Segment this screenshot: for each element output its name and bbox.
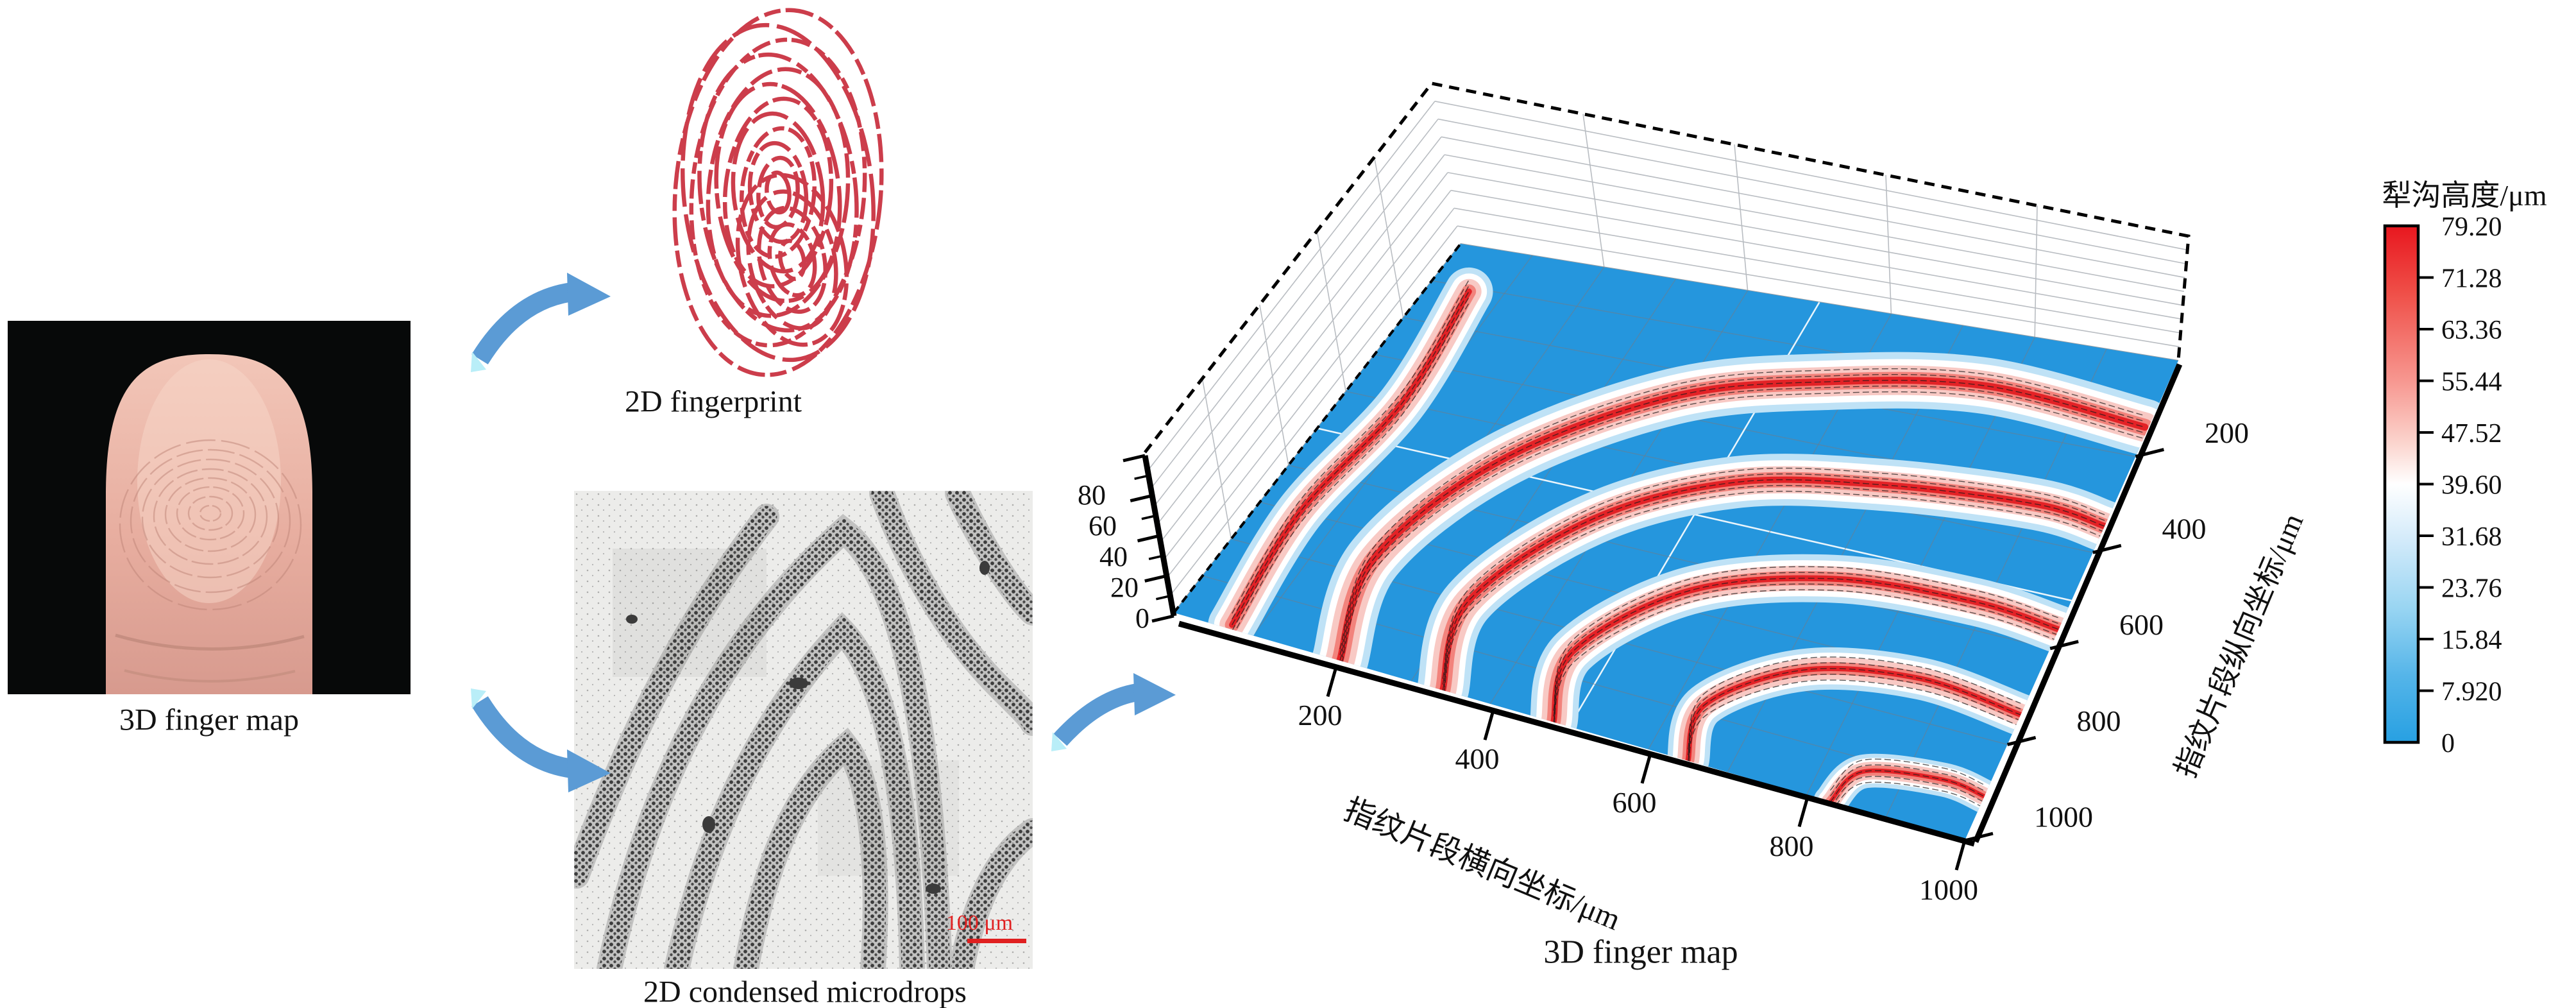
colorbar-tick-label: 79.20 (2441, 212, 2502, 242)
colorbar-tick-label: 63.36 (2441, 316, 2502, 345)
colorbar-tick-label: 15.84 (2441, 626, 2502, 655)
x-tick-label: 400 (1455, 742, 1500, 775)
axis-ticks (1123, 448, 2165, 871)
colorbar-tick-label: 39.60 (2441, 471, 2502, 500)
microdrops-scale-bar-label: 100 μm (945, 911, 1013, 935)
colorbar (2383, 224, 2420, 744)
x-tick-label: 200 (1298, 699, 1343, 731)
z-tick-label: 0 (1135, 602, 1149, 634)
x-tick-label: 800 (1770, 830, 1814, 862)
y-tick-label: 600 (2119, 608, 2164, 641)
microdrops-scale-bar (967, 939, 1026, 943)
surface-plot-caption: 3D finger map (1543, 934, 1738, 971)
microdrops-caption: 2D condensed microdrops (643, 975, 967, 1008)
y-tick-label: 200 (2205, 416, 2249, 449)
colorbar-tick-label: 55.44 (2441, 368, 2502, 397)
colorbar-title: 犁沟高度/μm (2382, 179, 2546, 212)
microdrops-image (574, 491, 1033, 969)
x-axis-title: 指纹片段横向坐标/μm (1339, 792, 1625, 937)
y-tick-label: 400 (2162, 513, 2207, 545)
colorbar-tick-label: 71.28 (2441, 264, 2502, 294)
finger-photo-caption: 3D finger map (119, 703, 299, 737)
z-tick-label: 40 (1099, 541, 1128, 572)
z-tick-label: 60 (1089, 510, 1117, 542)
left-wall (1145, 83, 1461, 613)
fingerprint-image (672, 8, 884, 377)
box-top-dashed-edge (1144, 81, 2190, 454)
fingerprint-ridges (672, 8, 884, 377)
z-tick-label: 80 (1078, 479, 1106, 511)
ridge-surface (1208, 267, 2173, 819)
finger-photo-image (8, 321, 411, 694)
arrow-to-fingerprint-icon (471, 273, 611, 372)
colorbar-tick-label: 7.920 (2441, 678, 2502, 707)
fingerprint-caption: 2D fingerprint (625, 384, 802, 419)
x-tick-label: 600 (1613, 786, 1657, 819)
arrow-to-microdrops-icon (471, 688, 611, 792)
arrow-to-3d-map-icon (1051, 673, 1176, 751)
wall-grid (1148, 100, 2188, 595)
colorbar-tick-label: 31.68 (2441, 522, 2502, 552)
y-tick-label: 800 (2077, 705, 2121, 737)
colorbar-tick-label: 47.52 (2441, 419, 2502, 448)
colorbar-tick-label: 0 (2441, 729, 2455, 758)
y-tick-label: 1000 (2034, 800, 2093, 833)
y-axis-title: 指纹片段纵向坐标/μm (2169, 509, 2309, 782)
x-tick-label: 1000 (1919, 873, 1978, 906)
z-tick-label: 20 (1110, 572, 1139, 603)
colorbar-tick-label: 23.76 (2441, 574, 2502, 604)
